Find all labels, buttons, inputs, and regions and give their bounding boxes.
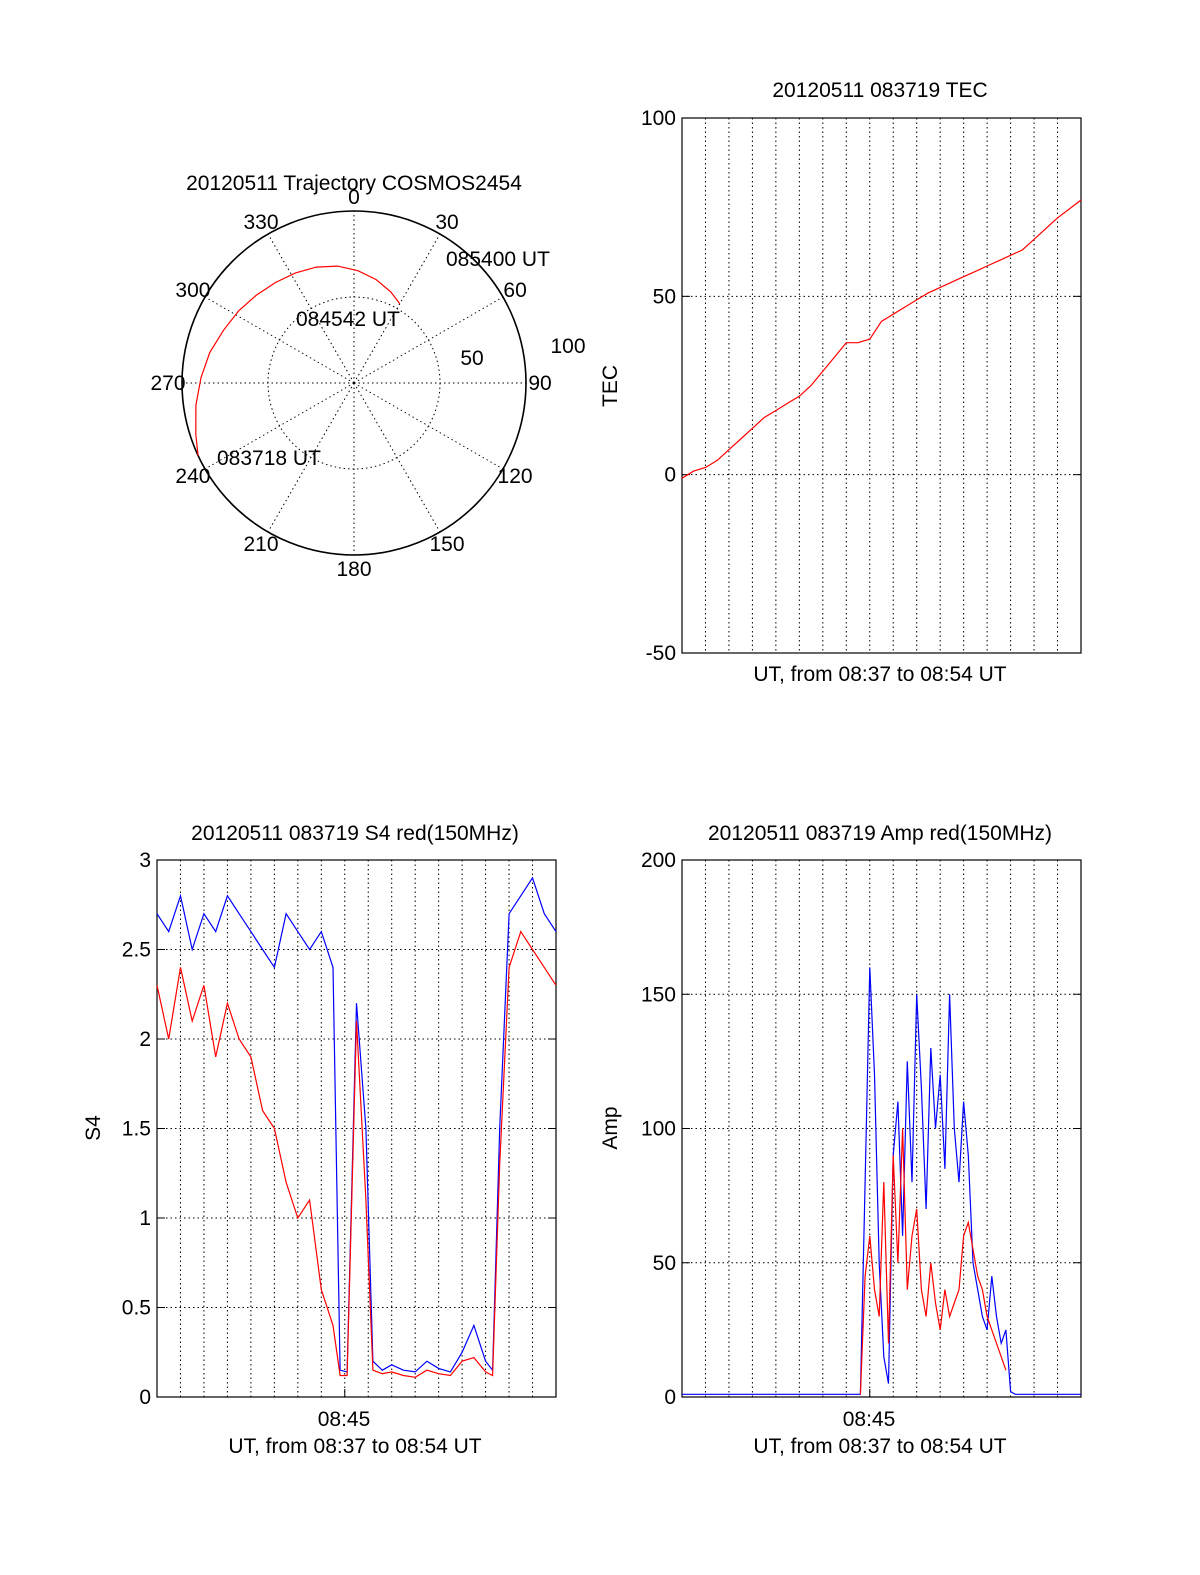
polar-angle-tick-label: 0: [348, 186, 360, 209]
polar-spoke: [204, 382, 355, 470]
trajectory-line: [195, 265, 401, 456]
amp-blue-series-line: [682, 967, 1081, 1395]
polar-radial-ticks: 50 100: [460, 335, 585, 370]
polar-angle-tick-label: 210: [243, 533, 278, 556]
polar-panel: 20120511 Trajectory COSMOS2454 0 30 60 90 12…: [150, 172, 585, 581]
tec-y-ticks: -50 0 50 100: [641, 107, 1081, 665]
s4-grid: [157, 860, 556, 1397]
tec-title: 20120511 083719 TEC: [772, 79, 987, 102]
s4-title: 20120511 083719 S4 red(150MHz): [191, 822, 519, 845]
y-tick-label: 50: [653, 1252, 676, 1275]
s4-y-label: S4: [82, 1115, 105, 1141]
amp-x-label: UT, from 08:37 to 08:54 UT: [753, 1435, 1006, 1458]
s4-y-ticks: 0 0.5 1 1.5 2 2.5 3: [122, 849, 556, 1409]
y-tick-label: 3: [139, 849, 151, 872]
amp-y-label: Amp: [599, 1106, 622, 1149]
trajectory-time-label: 083718 UT: [217, 447, 321, 470]
s4-red-series-line: [156, 930, 557, 1378]
polar-spoke: [353, 382, 504, 470]
polar-angle-ticks: 0 30 60 90 120 150 180 210 240 270 300 330: [150, 186, 551, 581]
y-tick-label: 0: [664, 1386, 676, 1409]
tec-series-line: [681, 199, 1082, 479]
amp-title: 20120511 083719 Amp red(150MHz): [708, 822, 1052, 845]
polar-spoke: [353, 233, 441, 384]
y-tick-label: 200: [641, 849, 676, 872]
y-tick-label: 2: [139, 1028, 151, 1051]
tec-panel: 20120511 083719 TEC -50 0 50 100 UT, from 0…: [599, 79, 1082, 686]
polar-spoke: [204, 296, 355, 384]
polar-angle-tick-label: 60: [503, 279, 526, 302]
s4-x-tick-label: 08:45: [318, 1408, 371, 1431]
polar-angle-tick-label: 270: [150, 372, 185, 395]
tec-plot-frame: [681, 117, 1082, 654]
polar-radial-tick-label: 100: [550, 335, 585, 358]
trajectory-time-label: 084542 UT: [296, 308, 400, 331]
tec-y-label: TEC: [599, 365, 622, 407]
polar-spoke: [267, 233, 355, 384]
polar-grid: [181, 210, 527, 556]
y-tick-label: 50: [653, 285, 676, 308]
polar-angle-tick-label: 300: [175, 279, 210, 302]
y-tick-label: 1.5: [122, 1118, 151, 1141]
trajectory-time-label: 085400 UT: [446, 248, 550, 271]
polar-spoke: [353, 382, 441, 533]
y-tick-label: 1: [139, 1207, 151, 1230]
s4-panel: 20120511 083719 S4 red(150MHz) 0 0.5 1 1.5 2…: [82, 822, 557, 1458]
y-tick-label: 0: [139, 1386, 151, 1409]
polar-angle-tick-label: 240: [175, 465, 210, 488]
tec-grid: [682, 118, 1081, 653]
polar-angle-tick-label: 180: [336, 558, 371, 581]
trajectory-annotations: 083718 UT 084542 UT 085400 UT: [217, 248, 550, 470]
polar-angle-tick-label: 330: [243, 211, 278, 234]
amp-panel: 20120511 083719 Amp red(150MHz) 0 50 100 15…: [599, 822, 1082, 1458]
amp-red-series-line: [859, 1128, 1007, 1395]
amp-y-ticks: 0 50 100 150 200: [641, 849, 1081, 1409]
y-tick-label: 100: [641, 1118, 676, 1141]
polar-title: 20120511 Trajectory COSMOS2454: [186, 172, 522, 195]
s4-blue-series-line: [156, 876, 557, 1373]
y-tick-label: 2.5: [122, 939, 151, 962]
polar-angle-tick-label: 30: [435, 211, 458, 234]
y-tick-label: 150: [641, 983, 676, 1006]
s4-x-label: UT, from 08:37 to 08:54 UT: [228, 1435, 481, 1458]
polar-radial-tick-label: 50: [460, 347, 483, 370]
polar-spoke: [353, 296, 504, 384]
polar-spoke: [267, 382, 355, 533]
polar-angle-tick-label: 150: [429, 533, 464, 556]
y-tick-label: 0.5: [122, 1297, 151, 1320]
polar-angle-tick-label: 90: [528, 372, 551, 395]
y-tick-label: 0: [664, 464, 676, 487]
polar-angle-tick-label: 120: [498, 465, 533, 488]
amp-x-tick-label: 08:45: [843, 1408, 896, 1431]
y-tick-label: -50: [646, 642, 676, 665]
tec-x-label: UT, from 08:37 to 08:54 UT: [753, 663, 1006, 686]
y-tick-label: 100: [641, 107, 676, 130]
